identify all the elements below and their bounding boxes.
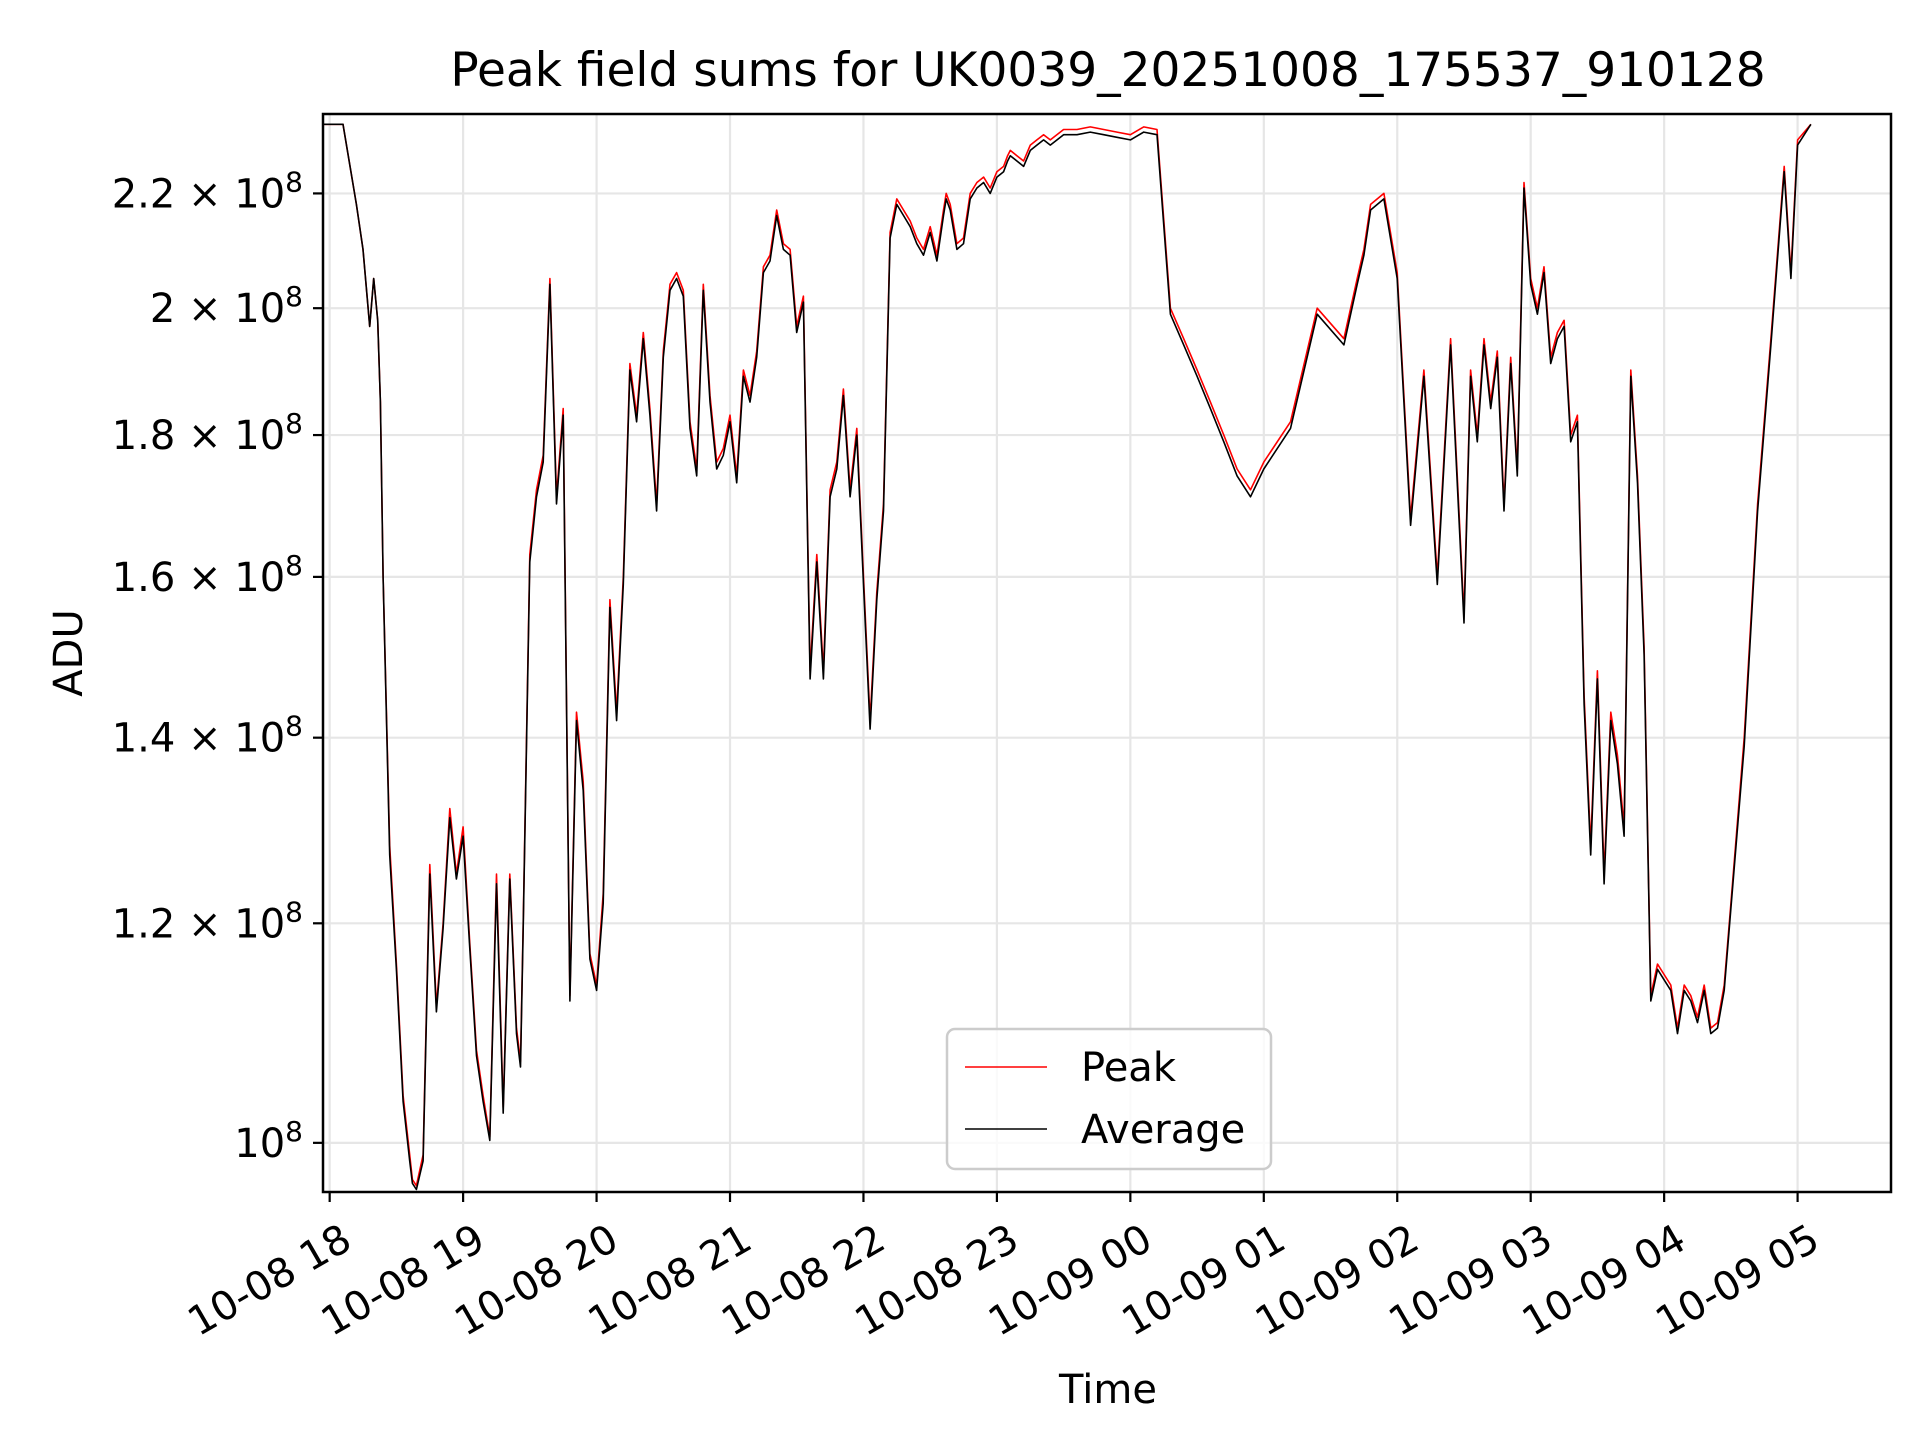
series-line-average (323, 123, 1812, 1191)
y-tick-label: 1.6 × 108 (112, 549, 303, 601)
legend-box (945, 1027, 1273, 1171)
y-tick-label: 1.8 × 108 (112, 407, 303, 459)
legend: Peak Average (945, 1027, 1273, 1171)
chart-title: Peak field sums for UK0039_20251008_1755… (450, 43, 1765, 98)
x-axis-label: Time (1058, 1367, 1157, 1413)
plot-area-frame (321, 112, 1893, 1194)
y-tick-label: 2 × 108 (150, 280, 303, 332)
y-tick-label: 1.4 × 108 (112, 710, 303, 762)
series-layer (323, 123, 1812, 1191)
y-axis-ticks: 108 1.2 × 108 1.4 × 108 1.6 × 108 1.8 × 108 2… (112, 165, 323, 1167)
legend-label-average: Average (1081, 1107, 1245, 1153)
y-tick-label: 108 (234, 1115, 303, 1167)
legend-label-peak: Peak (1081, 1045, 1177, 1091)
y-axis-label: ADU (46, 609, 92, 696)
y-tick-label: 1.2 × 108 (112, 895, 303, 947)
y-tick-label: 2.2 × 108 (112, 165, 303, 217)
